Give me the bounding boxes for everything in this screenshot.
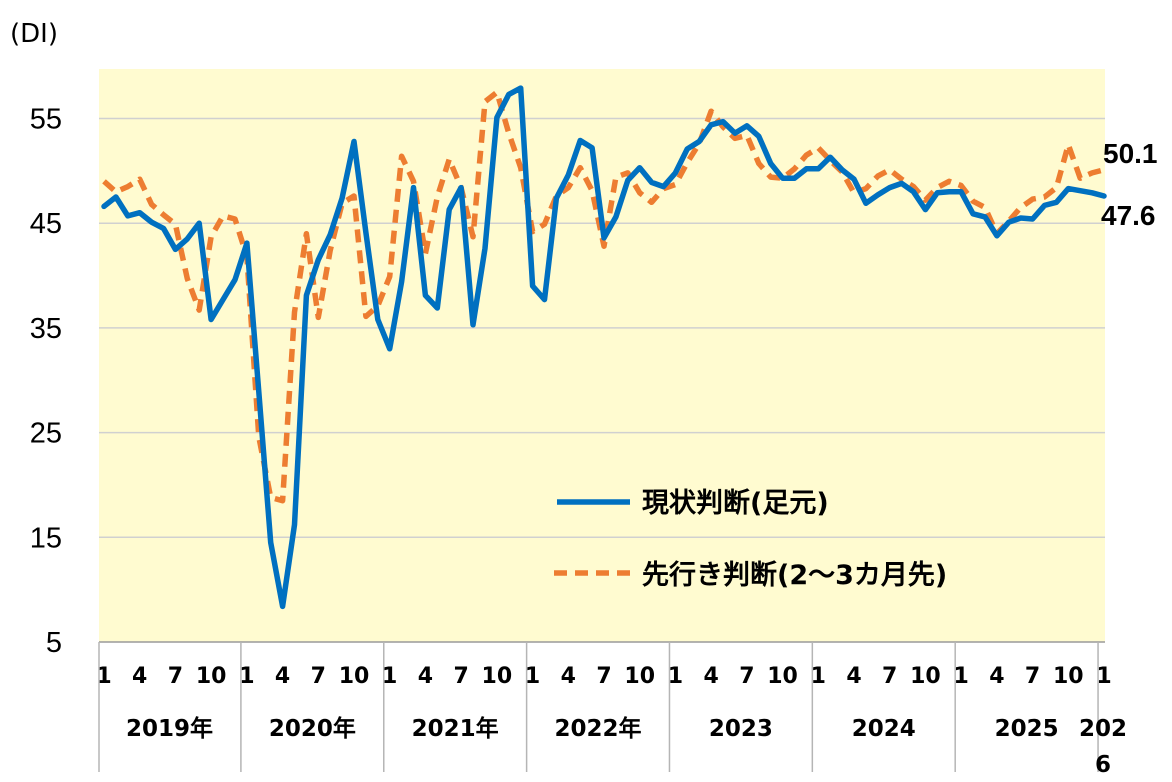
- legend-label-outlook: 先行き判断(2～3カ月先): [642, 559, 947, 591]
- x-tick-label: 7: [596, 664, 611, 689]
- x-tick-label: 10: [1053, 664, 1084, 689]
- y-tick-label: 15: [30, 522, 62, 554]
- x-tick-label: 4: [275, 664, 290, 689]
- legend: 現状判断(足元) 先行き判断(2～3カ月先): [554, 488, 947, 591]
- series-line-current: [101, 85, 1107, 610]
- gridlines: [99, 117, 1105, 539]
- x-tick-label: 7: [168, 664, 183, 689]
- series-line-outlook: [102, 89, 1105, 504]
- y-tick-label: 25: [30, 418, 62, 450]
- x-tick-label: 10: [196, 664, 227, 689]
- x-tick-label: 10: [624, 664, 655, 689]
- y-axis-unit-label: (DI): [10, 19, 58, 49]
- x-year-label: 2022年: [555, 715, 642, 742]
- x-year-label: 2020年: [269, 715, 356, 742]
- x-tick-label: 7: [739, 664, 754, 689]
- x-tick-label: 10: [482, 664, 513, 689]
- x-year-label: 2024: [852, 716, 916, 742]
- x-tick-label: 1: [811, 664, 826, 689]
- y-tick-label: 5: [46, 627, 62, 659]
- x-tick-label: 7: [311, 664, 326, 689]
- x-tick-label: 10: [339, 664, 370, 689]
- x-tick-label: 4: [703, 664, 718, 689]
- x-tick-label: 1: [668, 664, 683, 689]
- x-tick-label: 1: [96, 664, 111, 689]
- x-tick-label: 4: [989, 664, 1004, 689]
- x-tick-label: 1: [953, 664, 968, 689]
- x-year-label: 2025: [995, 716, 1059, 742]
- x-tick-label: 4: [132, 664, 147, 689]
- x-tick-label: 1: [239, 664, 254, 689]
- x-tick-label: 4: [418, 664, 433, 689]
- series-lines: [101, 85, 1107, 610]
- x-tick-label: 4: [846, 664, 861, 689]
- x-year-label: 2023: [709, 716, 773, 742]
- x-tick-label: 7: [1025, 664, 1040, 689]
- x-year-label: 2019年: [126, 715, 213, 742]
- x-axis: 1 4 7 10 1 4 7 10 1 4 7 10 1 4 7 10 1 4 7 10 1 4 7 10 1 4 7 10 12019…: [96, 641, 1127, 778]
- end-label-current: 47.6: [1101, 200, 1156, 231]
- y-tick-label: 55: [30, 104, 62, 136]
- x-tick-label: 10: [767, 664, 798, 689]
- x-tick-label: 1: [525, 664, 540, 689]
- x-year-label: 2021年: [412, 715, 499, 742]
- x-year-label: 202 6: [1079, 716, 1127, 778]
- x-tick-label: 7: [453, 664, 468, 689]
- y-axis-tick-labels: 5 15 25 35 45 55: [30, 104, 62, 660]
- x-tick-label: 10: [910, 664, 941, 689]
- plot-area: [99, 69, 1105, 642]
- x-tick-label: 7: [882, 664, 897, 689]
- x-tick-label: 1: [382, 664, 397, 689]
- end-label-outlook: 50.1: [1103, 138, 1158, 169]
- x-tick-label: 4: [561, 664, 576, 689]
- y-tick-label: 35: [30, 313, 62, 345]
- legend-label-current: 現状判断(足元): [642, 488, 829, 519]
- x-tick-label: 1: [1096, 664, 1111, 689]
- end-value-labels: 50.1 47.6: [1101, 138, 1158, 231]
- y-tick-label: 45: [30, 208, 62, 240]
